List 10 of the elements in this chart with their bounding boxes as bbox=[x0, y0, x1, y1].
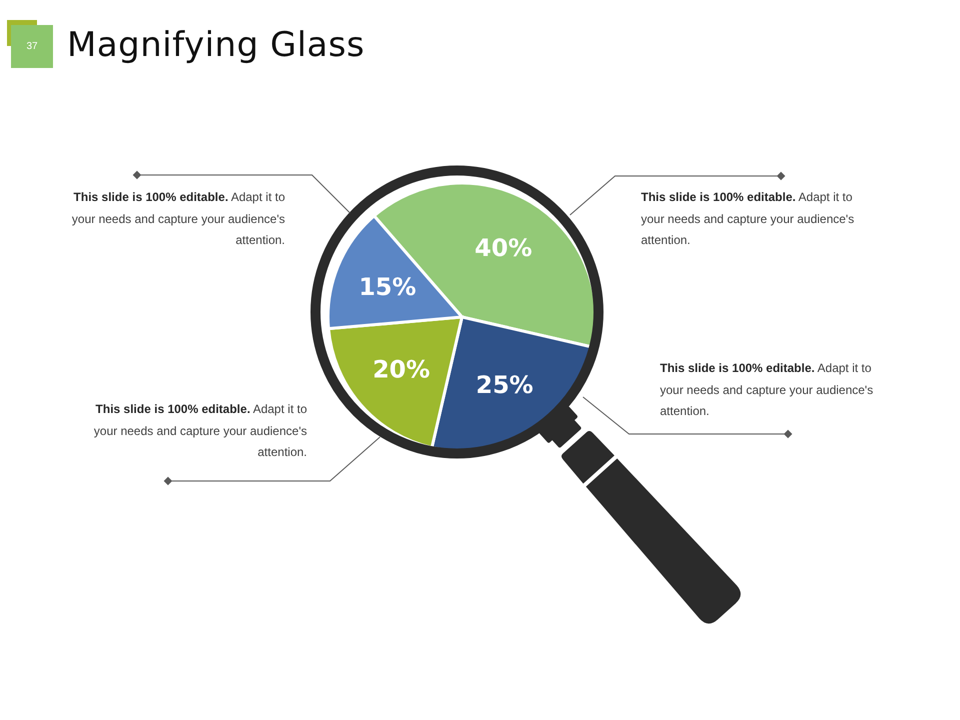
data-label: 15% bbox=[358, 272, 416, 301]
text: This slide is 100% editable. Adapt it to your needs and capture your audience's attention. bbox=[92, 401, 307, 461]
text: This slide is 100% editable. Adapt it to your needs and capture your audience's attention. bbox=[641, 189, 856, 249]
text: This slide is 100% editable. Adapt it to your needs and capture your audience's attention. bbox=[70, 189, 285, 249]
text: 37 bbox=[25, 40, 39, 54]
chart-title: Magnifying Glass bbox=[67, 25, 365, 65]
text: This slide is 100% editable. Adapt it to your needs and capture your audience's attention. bbox=[660, 360, 874, 420]
data-label: 40% bbox=[474, 234, 532, 262]
data-label: 25% bbox=[476, 371, 534, 400]
data-label: 20% bbox=[372, 356, 430, 384]
